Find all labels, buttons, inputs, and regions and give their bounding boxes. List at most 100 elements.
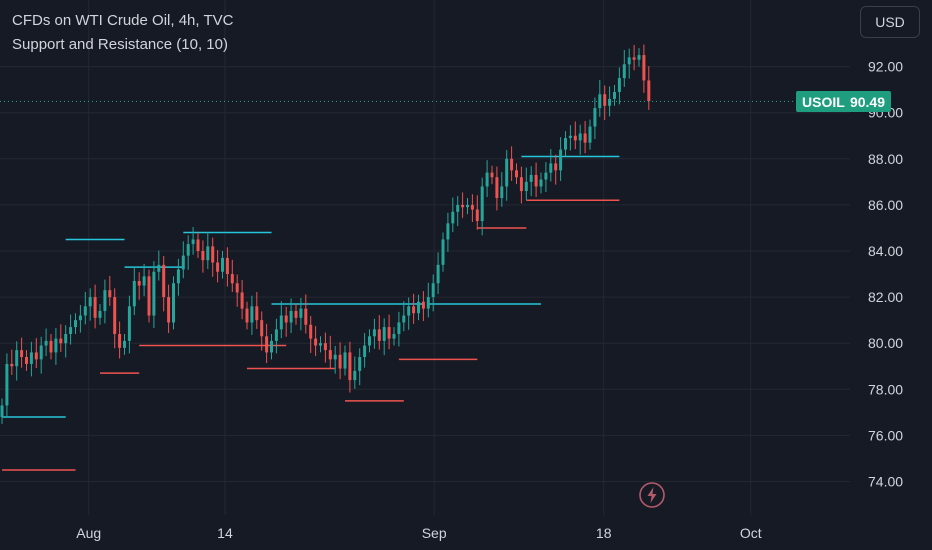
time-tick-label: Sep [422,525,447,541]
candle-body [480,186,484,222]
candle-body [431,283,435,298]
candle-body [632,57,636,60]
candle-body [407,306,411,316]
candle-body [167,297,171,323]
time-tick-label: 14 [217,525,233,541]
candle-body [201,251,205,261]
candle-body [505,158,509,187]
candle-body [44,340,48,346]
candle-body [485,172,489,187]
candle-body [260,320,264,337]
candle-body [176,269,180,284]
candle-body [588,126,592,143]
candle-body [235,283,239,293]
candle-body [348,352,352,381]
candle-body [490,172,494,178]
candle-body [289,310,293,323]
candle-body [221,257,224,272]
candle-body [382,327,386,341]
candle-body [470,204,474,210]
price-axis[interactable]: 74.00 76.00 78.00 80.00 82.00 84.00 86.00 88.00… [868,59,903,490]
candle-body [147,276,151,316]
candle-body [10,363,14,367]
price-tick-label: 76.00 [868,427,903,443]
candle-body [510,158,514,171]
candle-body [554,163,558,171]
candle-body [363,345,367,358]
candle-body [583,133,587,143]
candle-body [622,64,626,79]
last-price-tag: USOIL 90.49 [796,91,891,112]
candle-body [441,239,445,265]
candle-body [211,246,215,263]
price-tick-label: 92.00 [868,59,903,75]
candle-body [642,55,646,81]
candle-body [230,274,234,284]
candle-body [412,306,416,314]
candle-body [529,174,533,182]
candle-body [392,333,396,339]
candle-body [294,310,298,318]
candle-body [265,336,269,353]
time-axis[interactable]: Aug 14 Sep 18 Oct [76,525,761,541]
candle-body [270,340,273,353]
candle-body [299,308,303,318]
candle-body [524,181,528,192]
candle-body [172,283,175,323]
candle-body [108,290,112,298]
candle-body [314,338,318,346]
time-tick-label: 18 [596,525,612,541]
candle-body [83,306,87,316]
candle-body [323,343,327,351]
candle-body [78,315,82,321]
candle-body [475,209,479,222]
candle-body [20,350,24,358]
candle-body [309,324,313,339]
candle-body [358,357,362,371]
candle-body [446,223,450,240]
candle-body [426,297,430,309]
candle-body [245,308,249,323]
candle-body [304,308,308,325]
candle-body [15,350,19,367]
candle-body [113,297,117,334]
price-tick-label: 84.00 [868,243,903,259]
candle-body [593,108,597,127]
candle-body [162,264,166,298]
candle-body [250,306,254,323]
price-tick-label: 74.00 [868,474,903,490]
candle-body [617,78,621,92]
candle-body [240,292,244,309]
candle-body [206,246,210,261]
candle-body [93,297,97,318]
candle-body [284,315,288,323]
candle-body [519,177,523,192]
candle-body [132,280,136,307]
candle-body [152,271,156,316]
candle-body [118,333,122,348]
candle-body [461,204,465,208]
candle-body [54,338,58,353]
candle-body [181,255,185,270]
candle-body [627,57,631,65]
candle-body [500,186,504,198]
candle-body [539,179,543,187]
chart-title: CFDs on WTI Crude Oil, 4h, TVC [12,12,234,29]
time-tick-label: Oct [740,525,762,541]
indicator-label[interactable]: Support and Resistance (10, 10) [12,36,228,53]
candle-body [64,333,68,344]
price-tick-label: 86.00 [868,197,903,213]
candle-body [34,352,38,360]
chart-grid [0,0,850,515]
candle-body [417,301,420,314]
candle-body [436,264,440,284]
candle-body [397,322,401,334]
currency-button[interactable]: USD [860,6,920,38]
candle-body [573,135,577,141]
candle-body [613,91,616,99]
candle-body [534,174,538,187]
candle-body [142,276,146,286]
candle-body [196,239,200,251]
lightning-icon[interactable] [638,481,666,509]
